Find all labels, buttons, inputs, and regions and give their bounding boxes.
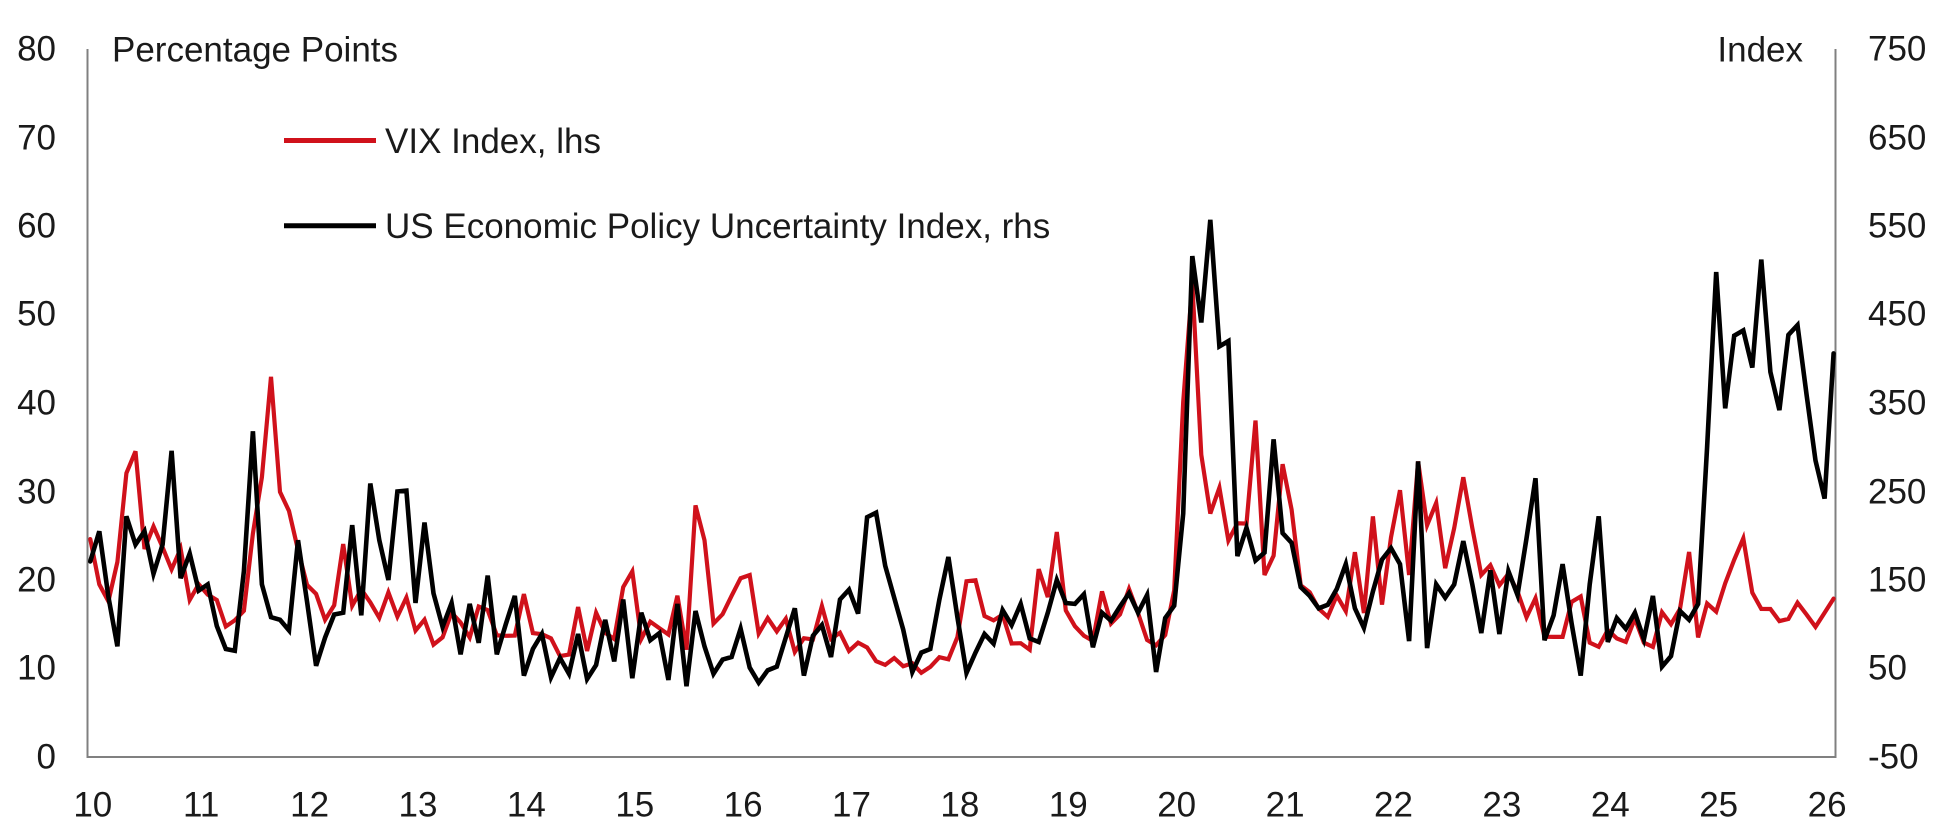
svg-text:17: 17: [832, 786, 871, 825]
svg-text:23: 23: [1482, 786, 1521, 825]
svg-text:26: 26: [1808, 786, 1847, 825]
svg-text:12: 12: [290, 786, 329, 825]
svg-text:150: 150: [1868, 561, 1926, 600]
svg-text:30: 30: [17, 473, 56, 512]
svg-text:20: 20: [1157, 786, 1196, 825]
svg-text:20: 20: [17, 561, 56, 600]
svg-text:0: 0: [37, 738, 56, 777]
svg-text:24: 24: [1591, 786, 1630, 825]
svg-text:16: 16: [724, 786, 763, 825]
svg-text:80: 80: [17, 30, 56, 69]
svg-text:650: 650: [1868, 119, 1926, 158]
svg-text:60: 60: [17, 207, 56, 246]
svg-text:13: 13: [399, 786, 438, 825]
svg-text:VIX Index, lhs: VIX Index, lhs: [385, 122, 601, 161]
svg-text:US Economic Policy Uncertainty: US Economic Policy Uncertainty Index, rh…: [385, 207, 1050, 246]
svg-text:22: 22: [1374, 786, 1413, 825]
svg-text:Index: Index: [1717, 31, 1803, 70]
svg-text:550: 550: [1868, 207, 1926, 246]
svg-text:250: 250: [1868, 473, 1926, 512]
svg-text:750: 750: [1868, 30, 1926, 69]
svg-text:14: 14: [507, 786, 546, 825]
svg-text:10: 10: [17, 649, 56, 688]
svg-text:-50: -50: [1868, 738, 1919, 777]
svg-text:40: 40: [17, 384, 56, 423]
svg-text:19: 19: [1049, 786, 1088, 825]
svg-text:25: 25: [1699, 786, 1738, 825]
svg-text:50: 50: [17, 295, 56, 334]
svg-text:11: 11: [183, 786, 219, 825]
svg-text:50: 50: [1868, 649, 1907, 688]
svg-text:10: 10: [73, 786, 112, 825]
svg-text:70: 70: [17, 119, 56, 158]
svg-text:Percentage Points: Percentage Points: [112, 31, 398, 70]
svg-text:18: 18: [940, 786, 979, 825]
svg-text:21: 21: [1266, 786, 1305, 825]
svg-text:15: 15: [615, 786, 654, 825]
svg-text:350: 350: [1868, 384, 1926, 423]
svg-text:450: 450: [1868, 295, 1926, 334]
